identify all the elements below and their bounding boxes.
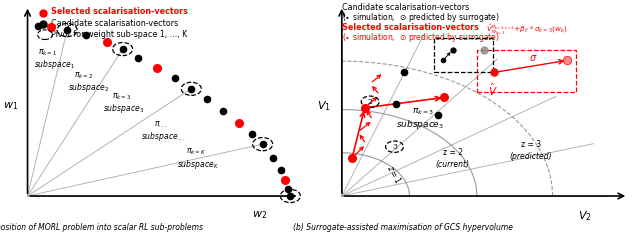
Text: Candidate scalarisation-vectors: Candidate scalarisation-vectors bbox=[51, 19, 179, 28]
Text: 3: 3 bbox=[392, 143, 397, 151]
Text: ($\bullet$ simulation,  $\odot$ predicted by surrogate): ($\bullet$ simulation, $\odot$ predicted… bbox=[342, 11, 500, 24]
Bar bbox=[434, 38, 493, 72]
Text: $subspace_K$: $subspace_K$ bbox=[177, 158, 219, 171]
Text: $\hat{V}$: $\hat{V}$ bbox=[488, 82, 498, 98]
Text: Selected scalarisation-vectors: Selected scalarisation-vectors bbox=[51, 7, 188, 16]
Text: $subspace_{...}$: $subspace_{...}$ bbox=[141, 130, 186, 143]
Text: $\pi_{k=3}$: $\pi_{k=3}$ bbox=[112, 91, 131, 102]
Text: $w_2$: $w_2$ bbox=[252, 209, 268, 221]
Text: $\hat{V}^{\pi_{k=3,z=3}}_{w_{k=3}}$$+ \beta_{t^{\prime}} * \sigma_{k=3}(w_k)$: $\hat{V}^{\pi_{k=3,z=3}}_{w_{k=3}}$$+ \b… bbox=[486, 23, 568, 37]
Text: $\pi_{k=1}$: $\pi_{k=1}$ bbox=[38, 47, 57, 58]
Text: 3: 3 bbox=[189, 85, 193, 93]
Text: Selected scalarisation-vectors: Selected scalarisation-vectors bbox=[342, 23, 479, 32]
Text: $subspace_1$: $subspace_1$ bbox=[34, 58, 75, 71]
Text: $\pi_{...}$: $\pi_{...}$ bbox=[154, 119, 168, 129]
Text: Candidate scalarisation-vectors: Candidate scalarisation-vectors bbox=[342, 3, 469, 12]
Text: 2: 2 bbox=[120, 45, 125, 53]
Text: $w_1$: $w_1$ bbox=[3, 100, 18, 112]
Bar bbox=[477, 50, 575, 92]
Text: 1: 1 bbox=[65, 26, 69, 34]
Text: z = 2: z = 2 bbox=[443, 148, 463, 157]
Text: $subspace_3$: $subspace_3$ bbox=[103, 102, 144, 115]
Text: ($\bullet$ simulation,  $\odot$ predicted by surrogate): ($\bullet$ simulation, $\odot$ predicted… bbox=[342, 31, 500, 44]
Text: $z=1$: $z=1$ bbox=[385, 163, 404, 186]
Text: $\sigma$: $\sigma$ bbox=[529, 53, 538, 63]
Text: Pivot for weight sub-space 1, ..., K: Pivot for weight sub-space 1, ..., K bbox=[51, 30, 188, 39]
Text: $\pi_{k=3}$: $\pi_{k=3}$ bbox=[412, 106, 434, 117]
Text: K: K bbox=[288, 192, 293, 200]
Text: $V_2$: $V_2$ bbox=[578, 209, 592, 223]
Text: 2: 2 bbox=[368, 98, 372, 106]
Text: $\pi_{k=2}$: $\pi_{k=2}$ bbox=[74, 71, 93, 81]
Text: $subspace_3$: $subspace_3$ bbox=[396, 118, 444, 131]
Text: $subspace_2$: $subspace_2$ bbox=[68, 82, 109, 95]
Text: (b) Surrogate-assisted maximisation of GCS hypervolume: (b) Surrogate-assisted maximisation of G… bbox=[293, 223, 513, 232]
Text: (current): (current) bbox=[436, 160, 470, 169]
Text: ...: ... bbox=[259, 140, 266, 148]
Text: $\pi_{k=K}$: $\pi_{k=K}$ bbox=[186, 147, 206, 157]
Text: $V_1$: $V_1$ bbox=[317, 99, 331, 113]
Text: z = 3: z = 3 bbox=[521, 140, 541, 149]
Text: (predicted): (predicted) bbox=[509, 152, 552, 161]
Text: (a) Decomposition of MORL problem into scalar RL sub-problems: (a) Decomposition of MORL problem into s… bbox=[0, 223, 204, 232]
